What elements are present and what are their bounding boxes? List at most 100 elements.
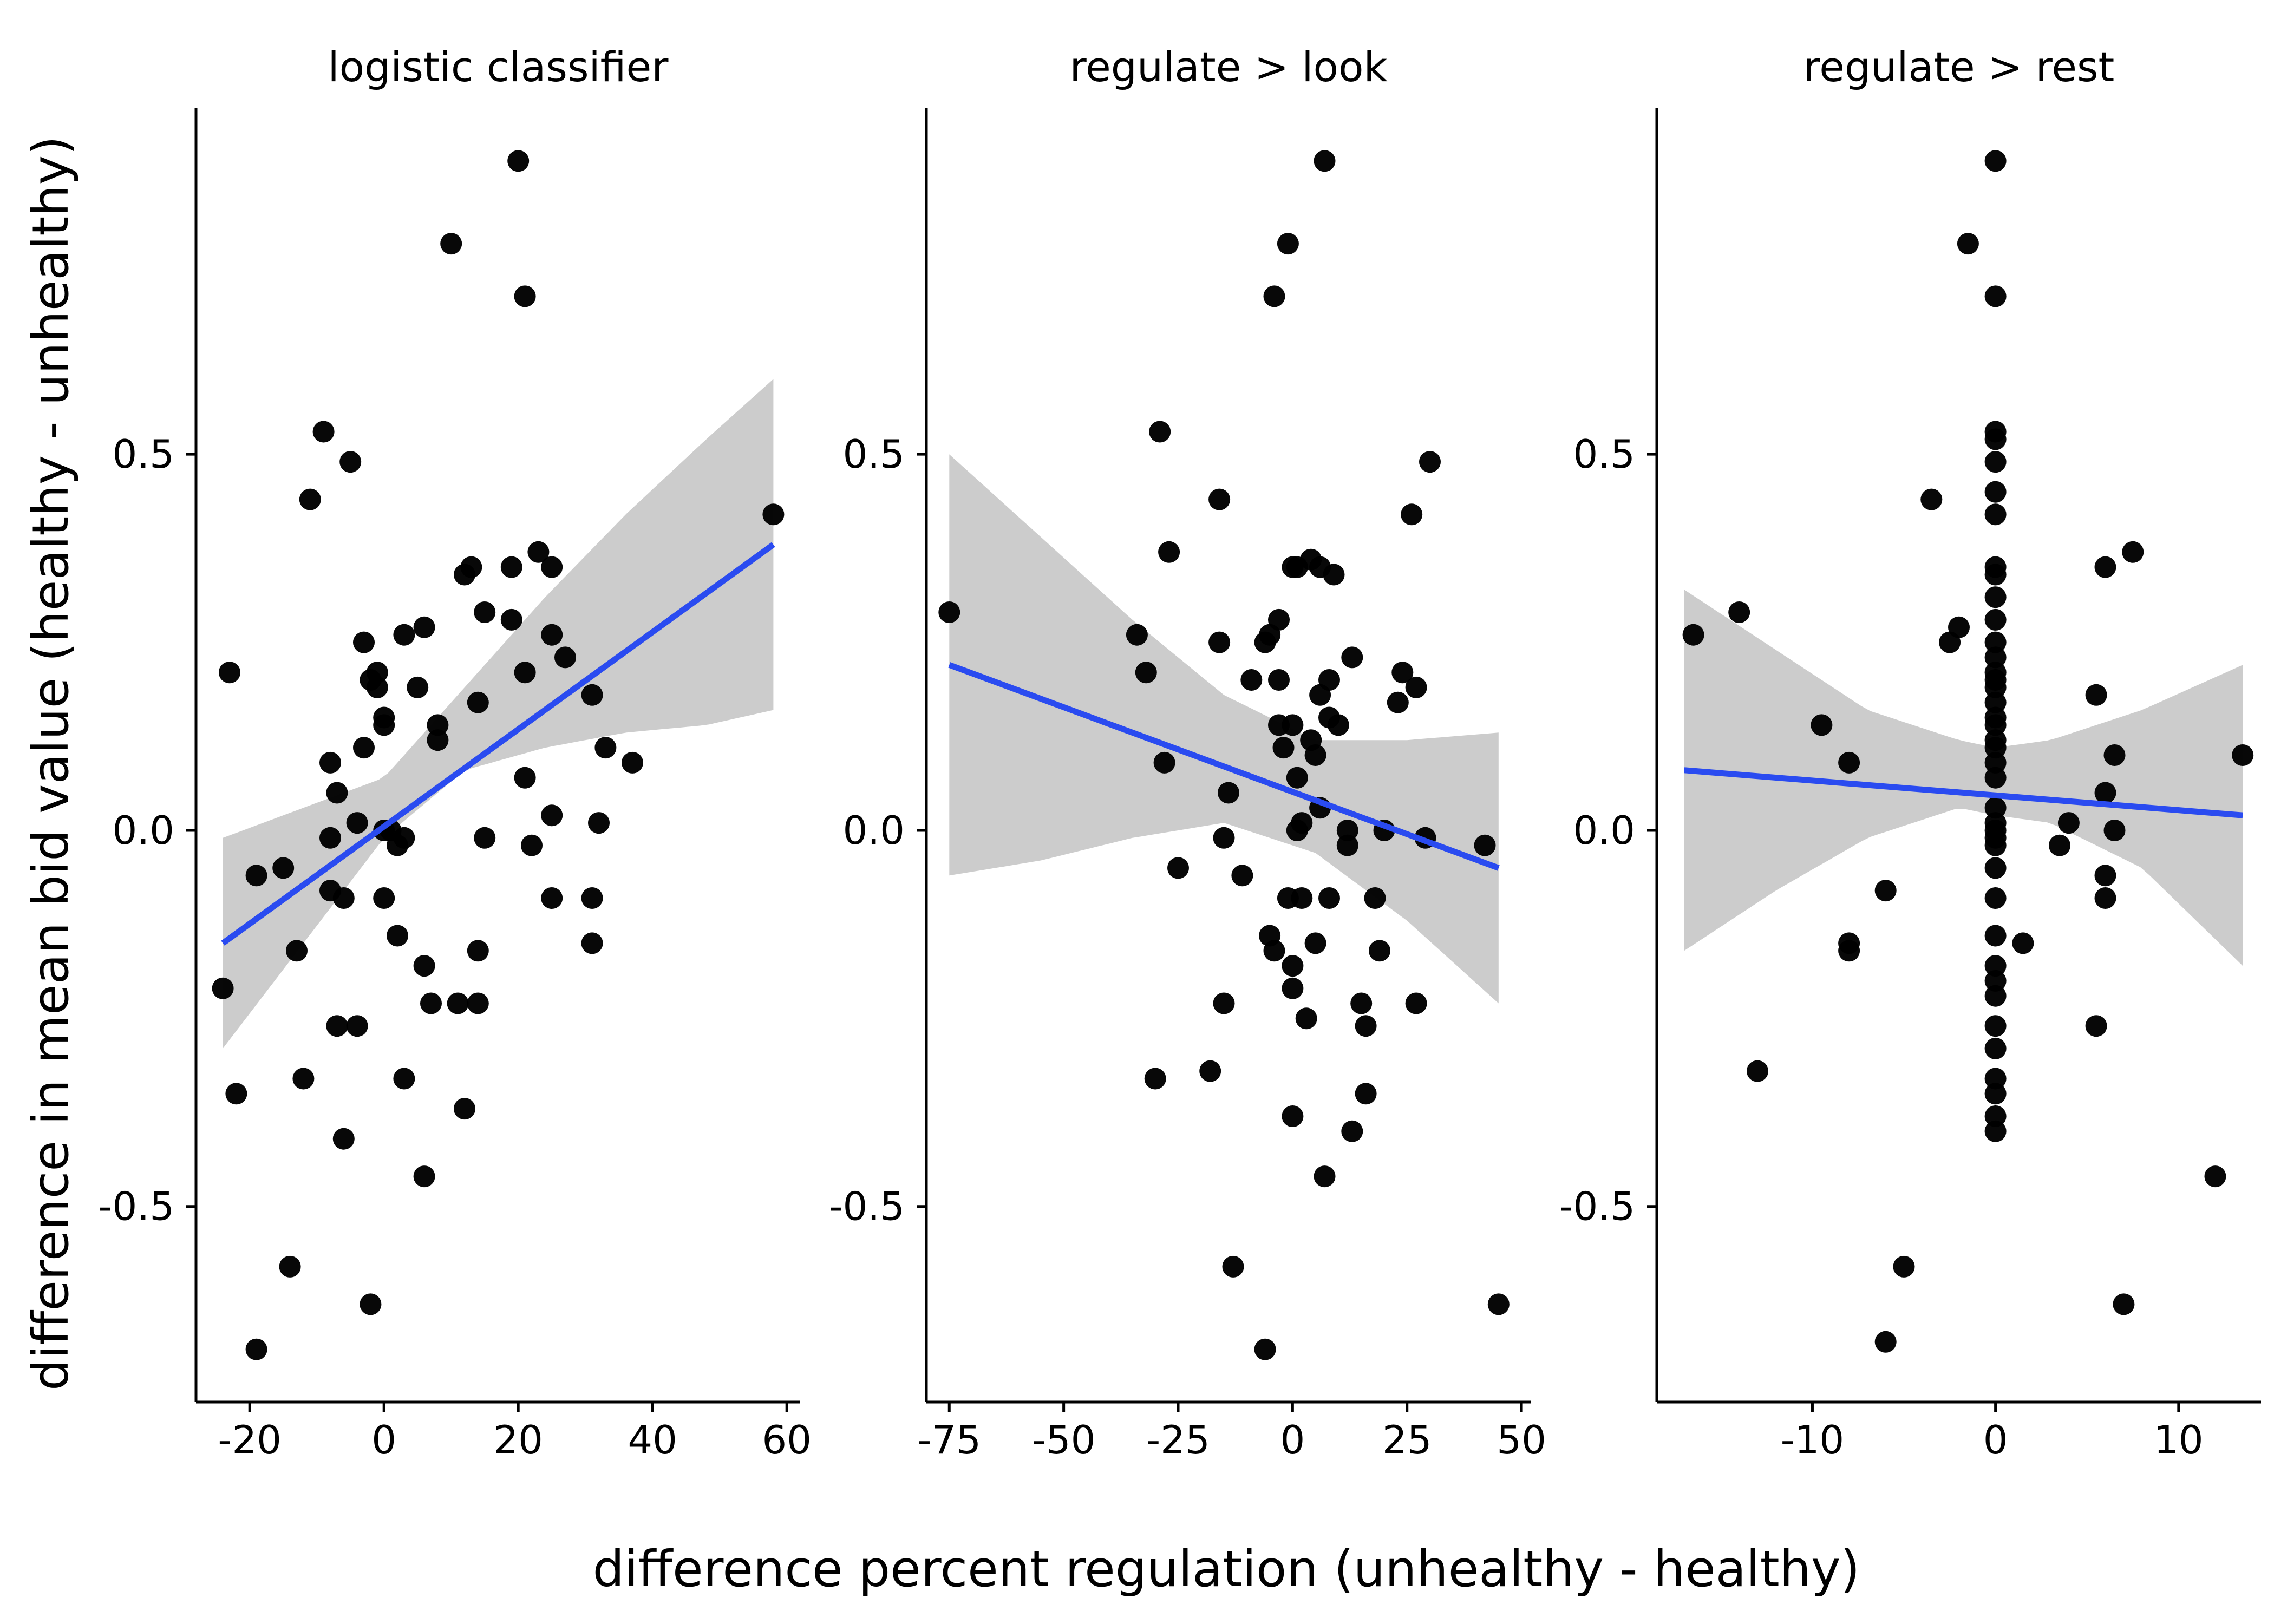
data-point [319, 827, 341, 849]
data-point [332, 1128, 355, 1150]
data-point [454, 1098, 475, 1120]
data-point [1272, 737, 1295, 759]
data-point [581, 887, 603, 909]
data-point [1314, 1165, 1336, 1188]
data-point [387, 925, 408, 947]
data-point [346, 1015, 368, 1037]
data-point [1984, 451, 2007, 473]
data-point [2085, 1015, 2107, 1037]
data-point [1984, 1037, 2007, 1059]
data-point [1231, 865, 1253, 887]
data-point [1487, 1293, 1510, 1315]
data-point [1984, 646, 2007, 669]
regression-line [948, 662, 1500, 871]
data-point [353, 737, 375, 759]
data-point [460, 556, 482, 578]
data-point [1254, 1338, 1276, 1360]
data-point [1984, 150, 2007, 172]
data-point [393, 827, 415, 849]
data-point [1984, 857, 2007, 879]
data-point [1304, 932, 1327, 954]
data-point [1984, 564, 2007, 586]
data-point [286, 940, 308, 962]
y-tick-label: 0.5 [842, 431, 905, 477]
data-point [1208, 631, 1231, 653]
data-point [581, 932, 603, 954]
x-tick-label: 25 [1382, 1417, 1432, 1463]
data-point [1391, 662, 1414, 684]
data-point [413, 1165, 435, 1188]
y-tick-label: -0.5 [1559, 1184, 1635, 1229]
data-point [1957, 233, 1979, 255]
data-point [366, 662, 388, 684]
data-point [1336, 834, 1358, 856]
data-point [1282, 714, 1304, 736]
data-point [1874, 880, 1897, 902]
data-point [1167, 857, 1189, 879]
data-point [1984, 1120, 2007, 1142]
data-point [299, 488, 321, 510]
panels: logistic classifier-20 0 20 40 60-0.50.00.5r… [99, 43, 2261, 1463]
data-point [366, 676, 388, 698]
data-point [527, 541, 550, 563]
panel-title: logistic classifier [328, 43, 669, 91]
data-point [1984, 751, 2007, 774]
data-point [514, 767, 536, 789]
data-point [393, 624, 415, 646]
data-point [1984, 481, 2007, 503]
data-point [581, 684, 603, 706]
data-point [1984, 676, 2007, 698]
data-point [225, 1083, 247, 1105]
data-point [1984, 737, 2007, 759]
data-point [1286, 767, 1308, 789]
data-point [1199, 1060, 1221, 1082]
x-tick-label: -25 [1146, 1417, 1210, 1463]
data-point [1984, 631, 2007, 653]
data-point [1291, 887, 1313, 909]
x-tick-label: 40 [628, 1417, 677, 1463]
data-point [292, 1068, 315, 1090]
data-point [1277, 233, 1299, 255]
x-tick-label: -20 [218, 1417, 282, 1463]
data-point [2113, 1293, 2135, 1315]
panel-title: regulate > rest [1803, 43, 2115, 91]
data-point [938, 601, 960, 623]
data-point [2094, 865, 2116, 887]
data-point [1419, 451, 1441, 473]
data-point [2103, 820, 2126, 841]
x-tick-label: 0 [371, 1417, 396, 1463]
data-point [353, 631, 375, 653]
data-point [1126, 624, 1148, 646]
data-point [2085, 684, 2107, 706]
data-point [1811, 714, 1833, 736]
data-point [393, 1068, 415, 1090]
data-point [1920, 488, 1943, 510]
data-point [1984, 503, 2007, 526]
data-point [1364, 887, 1386, 909]
data-point [272, 857, 295, 879]
data-point [1984, 767, 2007, 789]
data-point [622, 751, 643, 774]
data-point [339, 451, 362, 473]
data-point [1984, 428, 2007, 450]
data-point [1387, 691, 1409, 713]
data-point [319, 751, 341, 774]
data-point [1984, 985, 2007, 1007]
data-point [212, 977, 234, 999]
data-point [1341, 1120, 1363, 1142]
y-tick-label: -0.5 [829, 1184, 905, 1229]
data-point [312, 421, 335, 443]
data-point [2057, 812, 2080, 834]
data-point [2122, 541, 2144, 563]
data-point [1984, 714, 2007, 736]
data-point [1341, 646, 1363, 669]
x-axis-title: difference percent regulation (unhealthy… [593, 1540, 1860, 1598]
data-point [1401, 503, 1423, 526]
x-tick-label: -50 [1032, 1417, 1096, 1463]
data-point [1984, 887, 2007, 909]
data-point [588, 812, 610, 834]
x-tick-label: -75 [917, 1417, 981, 1463]
y-tick-label: 0.0 [1573, 808, 1635, 853]
x-tick-label: 50 [1497, 1417, 1546, 1463]
